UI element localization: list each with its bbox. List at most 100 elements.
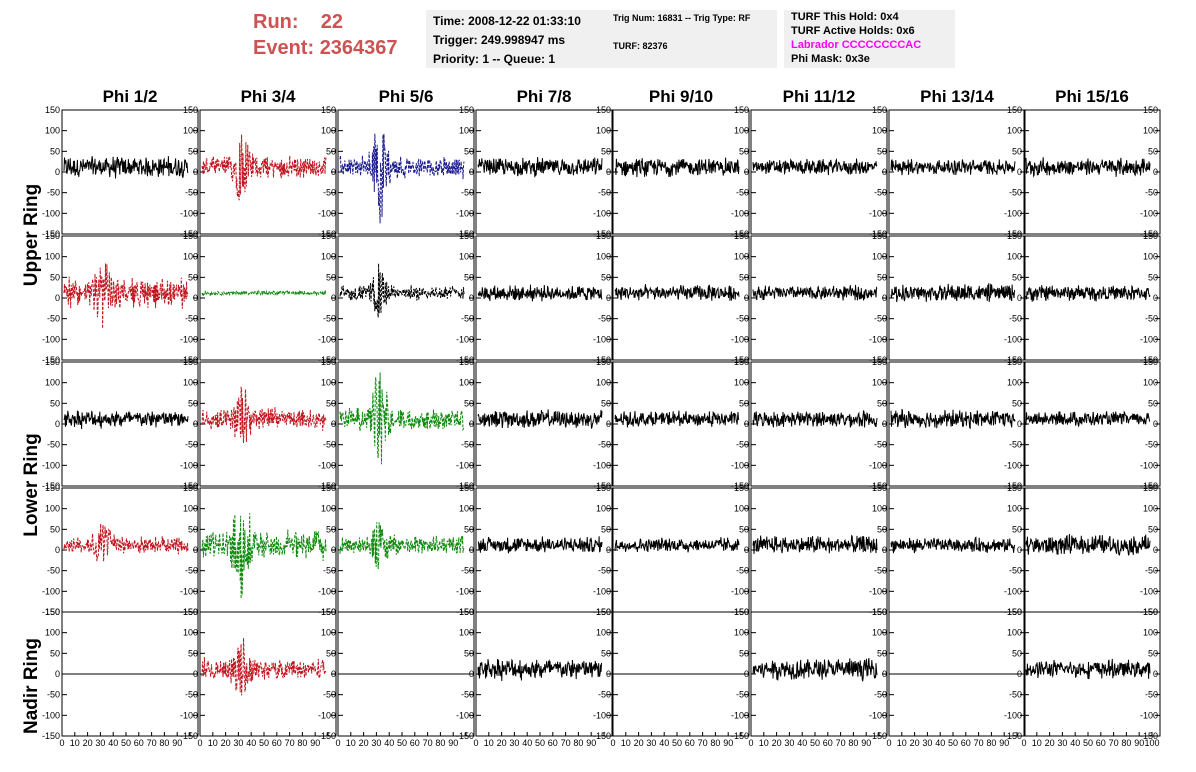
y-tick-label: -50: [598, 314, 611, 324]
y-tick-label: -150: [1004, 229, 1022, 239]
y-tick-label: 0: [193, 293, 198, 303]
y-tick-label: 50: [1012, 272, 1022, 282]
y-tick-label: 50: [188, 524, 198, 534]
panel-r4-c8: 150 150 100 100 50 50 0 0 -50 -50 -100 -100 -150 -150: [1004, 483, 1161, 617]
y-tick-label: -150: [1140, 355, 1158, 365]
y-tick-label: -100: [869, 208, 887, 218]
y-tick-label: 50: [50, 524, 60, 534]
y-tick-label: 100: [734, 628, 749, 638]
y-tick-label: 150: [459, 357, 474, 367]
y-tick-label: 50: [464, 648, 474, 658]
y-tick-label: 50: [188, 398, 198, 408]
y-tick-label: 150: [1143, 231, 1158, 241]
x-tick-label: 20: [634, 738, 644, 748]
y-tick-label: 150: [321, 483, 336, 493]
y-tick-label: -100: [1140, 460, 1158, 470]
y-tick-label: 100: [1007, 504, 1022, 514]
waveform-trace: [1025, 658, 1151, 680]
x-tick-label: 40: [935, 738, 945, 748]
x-tick-label: 10: [208, 738, 218, 748]
y-tick-label: 150: [321, 105, 336, 115]
y-tick-label: -100: [42, 710, 60, 720]
y-tick-label: -50: [323, 314, 336, 324]
y-tick-label: 50: [877, 272, 887, 282]
y-tick-label: 50: [188, 146, 198, 156]
y-tick-label: 0: [1017, 167, 1022, 177]
y-tick-label: -100: [42, 460, 60, 470]
y-tick-label: 0: [882, 669, 887, 679]
panel-frame: [337, 361, 475, 487]
y-tick-label: 0: [55, 419, 60, 429]
panel-r4-c5: 150 100 50 0 -50 -100 -150: [593, 483, 750, 617]
time-text: Time: 2008-12-22 01:33:10: [433, 14, 581, 28]
x-tick-label: 30: [784, 738, 794, 748]
y-tick-label: -100: [1140, 586, 1158, 596]
y-tick-label: 100: [872, 378, 887, 388]
y-tick-label: 0: [193, 419, 198, 429]
x-tick-label: 100: [1144, 738, 1159, 748]
y-tick-label: -50: [736, 188, 749, 198]
y-tick-label: 150: [459, 607, 474, 617]
y-tick-label: -150: [180, 731, 198, 741]
y-tick-label: 100: [1143, 126, 1158, 136]
x-tick-label: 80: [159, 738, 169, 748]
y-tick-label: -150: [1140, 731, 1158, 741]
y-tick-label: -50: [874, 690, 887, 700]
y-tick-label: -100: [1004, 586, 1022, 596]
panel-r2-c7: 150 100 50 0 -50 -100 -150: [869, 231, 1026, 365]
y-tick-label: 50: [326, 146, 336, 156]
y-tick-label: 50: [1012, 648, 1022, 658]
y-tick-label: -100: [318, 460, 336, 470]
y-tick-label: -50: [736, 690, 749, 700]
x-tick-label: 50: [397, 738, 407, 748]
y-tick-label: -100: [318, 208, 336, 218]
waveform-trace: [890, 159, 1016, 176]
x-tick-label: 60: [134, 738, 144, 748]
x-tick-label: 20: [772, 738, 782, 748]
y-tick-label: -100: [318, 586, 336, 596]
y-tick-label: 0: [469, 419, 474, 429]
y-tick-label: -100: [456, 460, 474, 470]
y-tick-label: 150: [872, 607, 887, 617]
y-tick-label: 0: [55, 545, 60, 555]
y-tick-label: 150: [183, 607, 198, 617]
x-tick-label: 70: [974, 738, 984, 748]
y-tick-label: -100: [180, 586, 198, 596]
timing-info-box: Time: 2008-12-22 01:33:10 Trigger: 249.9…: [426, 10, 609, 68]
panel-r2-c5: 150 100 50 0 -50 -100 -150: [593, 231, 750, 365]
waveform-trace: [201, 513, 327, 599]
x-tick-label: 80: [435, 738, 445, 748]
panel-r4-c7: 150 100 50 0 -50 -100 -150: [869, 483, 1026, 617]
panel-r5-c4: 150 100 50 0 -50 -100 -150: [456, 607, 613, 741]
run-label: Run:: [253, 11, 299, 33]
panel-r4-c1: 150 100 50 0 -50 -100 -150: [42, 483, 199, 617]
x-tick-label: 50: [672, 738, 682, 748]
y-tick-label: 50: [1148, 272, 1158, 282]
x-tick-label: 40: [659, 738, 669, 748]
phi-header-6: Phi 11/12: [782, 87, 856, 106]
y-tick-label: 0: [469, 669, 474, 679]
waveform-trace: [752, 284, 878, 301]
y-tick-label: -150: [593, 481, 611, 491]
y-tick-label: 150: [596, 105, 611, 115]
y-tick-label: -100: [1140, 710, 1158, 720]
y-tick-label: 100: [734, 252, 749, 262]
y-tick-label: 150: [45, 483, 60, 493]
y-tick-label: 50: [739, 398, 749, 408]
event-label: Event:: [253, 37, 315, 59]
x-tick-label: 60: [823, 738, 833, 748]
y-tick-label: -100: [456, 334, 474, 344]
panel-r3-c2: 150 100 50 0 -50 -100 -150: [180, 357, 337, 491]
waveform-trace: [1025, 157, 1151, 178]
y-tick-label: -50: [47, 188, 60, 198]
y-tick-label: -50: [874, 314, 887, 324]
waveform-trace: [201, 637, 327, 696]
y-tick-label: -150: [318, 481, 336, 491]
y-tick-label: 150: [734, 357, 749, 367]
y-tick-label: 100: [45, 126, 60, 136]
x-tick-label: 20: [910, 738, 920, 748]
trig-num-text: Trig Num: 16831 -- Trig Type: RF: [613, 13, 751, 23]
y-tick-label: 0: [1153, 419, 1158, 429]
y-tick-label: 50: [739, 524, 749, 534]
y-tick-label: 100: [459, 126, 474, 136]
